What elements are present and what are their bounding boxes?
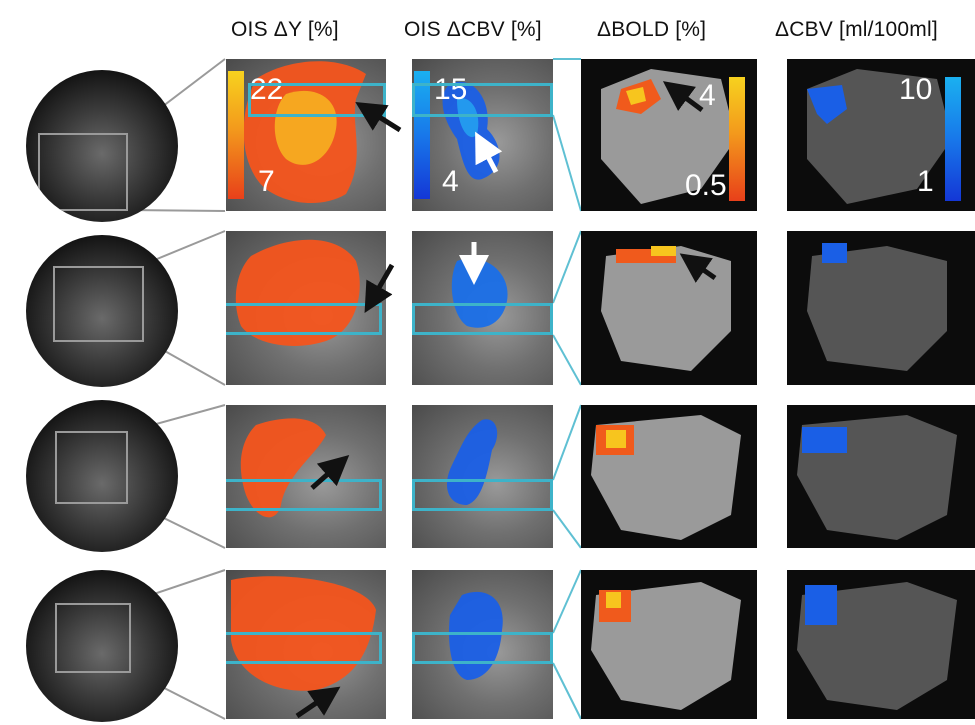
ois-dcbv-map-row3 — [412, 405, 553, 548]
zoom-box-row3 — [55, 431, 128, 504]
dbold-map-row3 — [581, 405, 757, 548]
zoom-box-row1 — [38, 133, 128, 211]
dcbv-map-row3 — [787, 405, 975, 548]
cortex-overview-row2 — [26, 235, 178, 387]
ois-dcbv-map-row4 — [412, 570, 553, 719]
arrow-white-row1-ois — [475, 131, 503, 174]
roi-box — [226, 303, 382, 335]
roi-box — [226, 632, 382, 664]
colorbar-ois-dy-min: 7 — [258, 165, 275, 198]
colorbar-ois-dcbv-max: 15 — [434, 73, 468, 106]
colorbar-dbold-max: 4 — [699, 79, 716, 112]
arrow-black-row1-mri — [662, 81, 704, 113]
ois-dy-map-row1: 22 7 — [226, 59, 386, 211]
dbold-map-row1: 4 0.5 — [581, 59, 757, 211]
colorbar-dcbv — [945, 77, 961, 201]
cortex-overview-row3 — [26, 400, 178, 552]
cortex-overview-row1 — [26, 70, 178, 222]
header-dcbv: ΔCBV [ml/100ml] — [775, 18, 938, 41]
roi-box — [412, 83, 553, 117]
header-ois-dy: OIS ΔY [%] — [231, 18, 339, 41]
colorbar-ois-dcbv — [414, 71, 430, 199]
arrow-black-row1-ois — [355, 102, 402, 133]
arrow-black-row3-ois — [310, 455, 350, 490]
dcbv-map-row2 — [787, 231, 975, 385]
arrow-black-row4-ois — [295, 686, 341, 719]
roi-box — [412, 479, 553, 511]
zoom-box-row4 — [55, 603, 131, 673]
ois-dy-map-row2 — [226, 231, 386, 385]
ois-dy-map-row4 — [226, 570, 386, 719]
colorbar-ois-dy-max: 22 — [250, 73, 284, 106]
header-dbold: ΔBOLD [%] — [597, 18, 707, 41]
dcbv-map-row1: 10 1 — [787, 59, 975, 211]
colorbar-ois-dcbv-min: 4 — [442, 165, 459, 198]
dcbv-map-row4 — [787, 570, 975, 719]
roi-box — [412, 303, 553, 335]
colorbar-dbold-min: 0.5 — [685, 169, 727, 202]
ois-dy-map-row3 — [226, 405, 386, 548]
arrow-black-row2-ois — [364, 263, 395, 314]
dbold-map-row4 — [581, 570, 757, 719]
roi-box — [226, 479, 382, 511]
arrow-black-row2-mri — [679, 253, 717, 283]
cortex-overview-row4 — [26, 570, 178, 722]
roi-box — [248, 83, 386, 117]
colorbar-dcbv-min: 1 — [917, 165, 934, 198]
roi-box — [412, 632, 553, 664]
colorbar-dcbv-max: 10 — [899, 73, 933, 106]
zoom-box-row2 — [53, 266, 144, 342]
colorbar-ois-dy — [228, 71, 244, 199]
header-ois-dcbv: OIS ΔCBV [%] — [404, 18, 542, 41]
colorbar-dbold — [729, 77, 745, 201]
